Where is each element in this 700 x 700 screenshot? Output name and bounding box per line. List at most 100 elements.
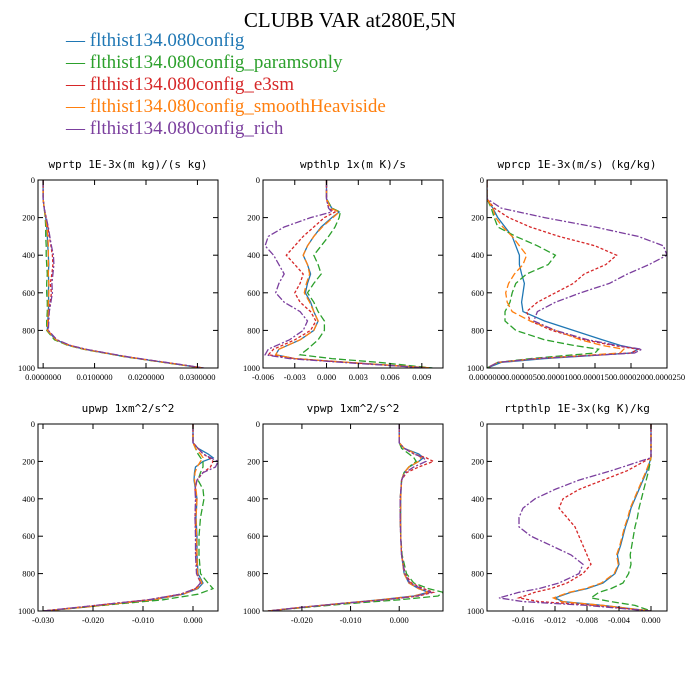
series-line xyxy=(264,180,428,368)
series-line xyxy=(42,424,215,611)
y-tick-label: 0 xyxy=(480,419,484,429)
legend-item: — flthist134.080config xyxy=(66,30,386,52)
legend-label: flthist134.080config_e3sm xyxy=(89,74,294,95)
series-line xyxy=(487,180,600,368)
series-line xyxy=(589,424,652,611)
y-tick-label: 800 xyxy=(22,569,35,579)
subplot-title: rtpthlp 1E-3x(kg K)/kg xyxy=(504,402,650,415)
x-tick-label: -0.006 xyxy=(252,372,274,382)
y-tick-label: 0 xyxy=(256,175,260,185)
x-tick-label: 0.0000050 xyxy=(505,372,541,382)
y-tick-label: 0 xyxy=(256,419,260,429)
series-line xyxy=(498,424,652,611)
series-line xyxy=(42,180,202,368)
subplot-title: wprtp 1E-3x(m kg)/(s kg) xyxy=(49,158,208,171)
y-tick-label: 200 xyxy=(247,213,260,223)
y-tick-label: 200 xyxy=(22,213,35,223)
legend-label: flthist134.080config_paramsonly xyxy=(89,52,343,73)
x-tick-label: -0.004 xyxy=(608,615,631,625)
y-tick-label: 600 xyxy=(247,288,260,298)
y-tick-label: 200 xyxy=(471,456,484,466)
series-line xyxy=(267,424,431,611)
y-tick-label: 0 xyxy=(31,419,35,429)
subplot: upwp 1xm^2/s^2 0 200 400 600 800 1000-0.030 -0.… xyxy=(18,402,219,625)
x-tick-label: 0.003 xyxy=(349,372,368,382)
series-line xyxy=(267,424,433,611)
x-tick-label: 0.0000100 xyxy=(541,372,577,382)
legend-dash: — xyxy=(66,30,90,51)
x-tick-label: 0.000 xyxy=(390,615,409,625)
y-tick-label: 1000 xyxy=(467,606,484,616)
x-tick-label: 0.0000150 xyxy=(577,372,613,382)
y-tick-label: 1000 xyxy=(18,363,35,373)
x-tick-label: 0.009 xyxy=(412,372,431,382)
x-tick-label: -0.010 xyxy=(132,615,154,625)
legend-label: flthist134.080config_smoothHeaviside xyxy=(89,96,386,117)
legend-label: flthist134.080config xyxy=(89,30,245,51)
x-tick-label: -0.020 xyxy=(82,615,104,625)
y-tick-label: 1000 xyxy=(243,363,260,373)
subplot-title: vpwp 1xm^2/s^2 xyxy=(307,402,400,415)
y-tick-label: 400 xyxy=(22,494,35,504)
series-line xyxy=(267,424,443,611)
series-line xyxy=(42,180,203,368)
series-line xyxy=(298,180,433,368)
y-tick-label: 400 xyxy=(22,250,35,260)
y-tick-label: 600 xyxy=(471,288,484,298)
series-line xyxy=(42,180,203,368)
plot-frame xyxy=(37,423,219,612)
y-tick-label: 400 xyxy=(471,494,484,504)
x-tick-label: 0.0000000 xyxy=(469,372,505,382)
series-line xyxy=(42,424,215,611)
y-tick-label: 800 xyxy=(247,569,260,579)
subplot-title: wpthlp 1x(m K)/s xyxy=(300,158,406,171)
series-line xyxy=(267,424,431,611)
y-tick-label: 800 xyxy=(247,325,260,335)
y-tick-label: 0 xyxy=(31,175,35,185)
x-tick-label: 0.0300000 xyxy=(179,372,215,382)
x-tick-label: -0.020 xyxy=(291,615,313,625)
subplot: vpwp 1xm^2/s^2 0 200 400 600 800 1000 -0.020 -0.… xyxy=(243,402,444,625)
x-tick-label: -0.016 xyxy=(512,615,534,625)
y-tick-label: 800 xyxy=(471,325,484,335)
series-line xyxy=(553,424,652,611)
y-tick-label: 400 xyxy=(247,250,260,260)
subplot: wprtp 1E-3x(m kg)/(s kg) 0 200 400 600 800 100… xyxy=(18,158,219,382)
legend-dash: — xyxy=(66,74,90,95)
y-tick-label: 600 xyxy=(471,531,484,541)
y-tick-label: 1000 xyxy=(18,606,35,616)
series-line xyxy=(42,424,204,611)
series-line xyxy=(487,180,667,368)
y-tick-label: 200 xyxy=(22,456,35,466)
y-tick-label: 400 xyxy=(247,494,260,504)
y-tick-label: 1000 xyxy=(243,606,260,616)
y-tick-label: 0 xyxy=(480,175,484,185)
legend-label: flthist134.080config_rich xyxy=(89,118,284,139)
x-tick-label: -0.012 xyxy=(544,615,566,625)
series-line xyxy=(267,424,436,611)
x-tick-label: 0.0100000 xyxy=(77,372,113,382)
plot-frame xyxy=(486,423,668,612)
plot-frame xyxy=(262,423,444,612)
legend: — flthist134.080config — flthist134.080c… xyxy=(66,30,386,140)
series-line xyxy=(42,180,204,368)
subplot: wprcp 1E-3x(m/s) (kg/kg) 0 200 400 600 800 100… xyxy=(467,158,685,382)
x-tick-label: -0.010 xyxy=(340,615,362,625)
legend-item: — flthist134.080config_smoothHeaviside xyxy=(66,96,386,118)
y-tick-label: 200 xyxy=(471,213,484,223)
x-tick-label: 0.0000250 xyxy=(649,372,685,382)
y-tick-label: 200 xyxy=(247,456,260,466)
series-line xyxy=(487,180,641,368)
y-tick-label: 800 xyxy=(22,325,35,335)
x-tick-label: 0.006 xyxy=(380,372,399,382)
legend-item: — flthist134.080config_paramsonly xyxy=(66,52,386,74)
y-tick-label: 600 xyxy=(22,288,35,298)
x-tick-label: -0.008 xyxy=(576,615,598,625)
y-tick-label: 800 xyxy=(471,569,484,579)
subplot-title: wprcp 1E-3x(m/s) (kg/kg) xyxy=(498,158,657,171)
y-tick-label: 600 xyxy=(22,531,35,541)
page-title: CLUBB VAR at280E,5N xyxy=(243,8,457,32)
series-line xyxy=(42,424,214,611)
series-line xyxy=(274,180,433,368)
